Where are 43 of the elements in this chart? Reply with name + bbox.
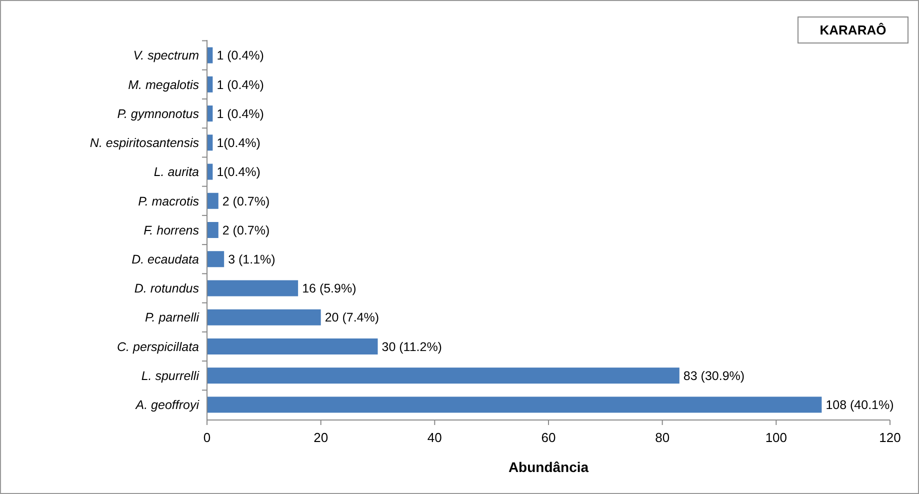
y-tick-label: C. perspicillata (117, 340, 200, 354)
x-tick-label: 80 (655, 430, 670, 445)
y-tick-label: A. geoffroyi (134, 398, 200, 412)
y-tick-label: F. horrens (144, 223, 199, 238)
y-tick-label: P. parnelli (145, 310, 200, 325)
x-tick-label: 0 (203, 430, 211, 445)
bar (207, 368, 680, 384)
bar (207, 338, 378, 354)
y-tick-label: N. espiritosantensis (90, 136, 199, 150)
data-label: 1(0.4%) (216, 136, 260, 150)
x-axis-title: Abundância (508, 459, 589, 475)
bar (207, 192, 218, 209)
y-tick-label: P. macrotis (138, 194, 199, 208)
data-label: 1 (0.4%) (216, 78, 264, 92)
x-tick-label: 120 (879, 430, 901, 445)
data-label: 20 (7.4%) (324, 310, 380, 325)
x-tick-label: 20 (314, 430, 328, 445)
data-label: 108 (40.1%) (826, 398, 894, 412)
data-label: 1 (0.4%) (216, 48, 264, 63)
data-label: 83 (30.9%) (683, 368, 745, 383)
bar (207, 309, 321, 326)
data-label: 3 (1.1%) (228, 252, 276, 266)
bar (207, 251, 224, 268)
data-label: 1(0.4%) (216, 165, 260, 180)
x-tick-label: 100 (765, 430, 788, 445)
y-tick-label: L. spurrelli (141, 368, 200, 383)
data-label: 16 (5.9%) (302, 282, 356, 296)
x-tick-label: 60 (541, 430, 556, 445)
data-label: 30 (11.2%) (382, 340, 442, 354)
y-tick-label: P. gymnonotus (117, 106, 199, 121)
data-label: 1 (0.4%) (216, 106, 264, 121)
y-tick-label: D. ecaudata (132, 252, 200, 266)
x-tick-label: 40 (427, 430, 442, 445)
y-tick-label: D. rotundus (134, 282, 199, 296)
data-label: 2 (0.7%) (222, 194, 270, 208)
data-label: 2 (0.7%) (222, 223, 270, 238)
chart-title: KARARAÔ (820, 22, 886, 38)
bar (207, 222, 218, 238)
y-tick-label: L. aurita (154, 165, 200, 180)
y-tick-label: V. spectrum (133, 48, 199, 63)
bar (207, 396, 822, 413)
bar (207, 280, 298, 296)
y-tick-label: M. megalotis (128, 78, 199, 92)
